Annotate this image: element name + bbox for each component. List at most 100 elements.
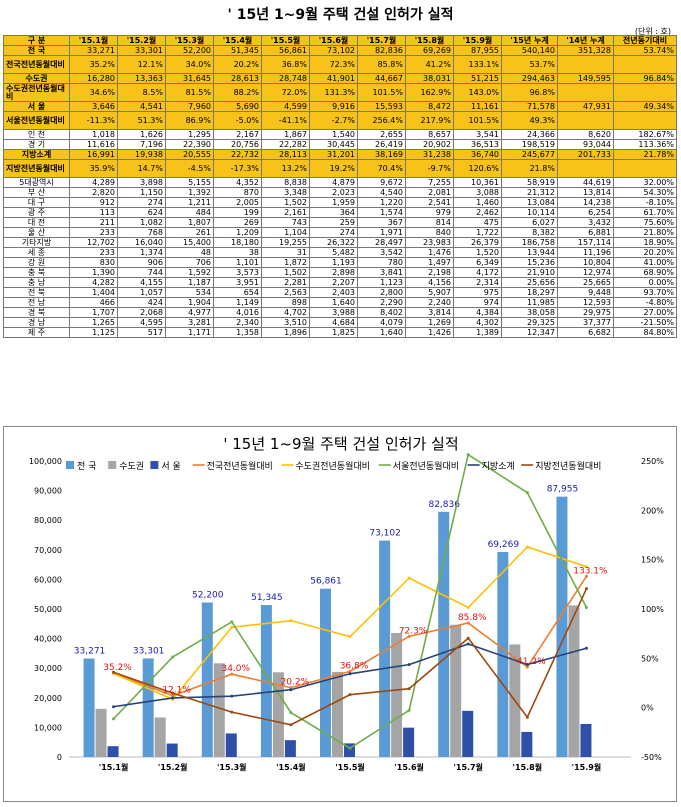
table-row: 서 울 3,646 4,541 7,960 5,690 4,599 9,916 15,593 8… bbox=[3, 101, 677, 112]
line-point-1 bbox=[230, 625, 234, 629]
line-point-0 bbox=[584, 574, 588, 578]
line-point-2 bbox=[171, 655, 175, 659]
table-cell: 13.2% bbox=[261, 159, 310, 178]
table-row: 전국전년동월대비 35.2% 12.1% 34.0% 20.2% 36.8% 72.3% 85… bbox=[3, 55, 677, 74]
table-cell: 2,161 bbox=[261, 207, 310, 218]
table-cell: 22,732 bbox=[213, 149, 262, 160]
line-point-3 bbox=[289, 688, 293, 692]
table-cell: -8.10% bbox=[613, 197, 677, 208]
column-header: 구 분 bbox=[3, 35, 70, 46]
table-cell: 31,201 bbox=[309, 149, 358, 160]
row-label: 대 전 bbox=[3, 217, 70, 228]
bar-0 bbox=[201, 602, 213, 757]
data-table: 구 분 '15.1월 '15.2월 '15.3월 '15.4월 '15.5월 '15.6월 '… bbox=[3, 35, 677, 338]
line-point-2 bbox=[230, 620, 234, 624]
table-cell: 1,460 bbox=[453, 197, 502, 208]
row-label: 전국전년동월대비 bbox=[3, 55, 70, 74]
line-point-3 bbox=[584, 646, 588, 650]
table-cell: 840 bbox=[405, 227, 454, 238]
table-cell: 1,959 bbox=[309, 197, 358, 208]
table-cell: 743 bbox=[261, 217, 310, 228]
table-cell bbox=[613, 55, 677, 74]
table-cell bbox=[557, 83, 614, 102]
table-cell: 1,209 bbox=[213, 227, 262, 238]
table-cell: 3,541 bbox=[453, 129, 502, 140]
table-cell: -2.7% bbox=[309, 111, 358, 130]
bar-0 bbox=[320, 588, 331, 757]
table-cell: 274 bbox=[309, 227, 358, 238]
table-cell: 256.4% bbox=[357, 111, 406, 130]
table-cell: 1,640 bbox=[357, 327, 406, 338]
line-point-4 bbox=[230, 710, 234, 714]
table-cell: 12,593 bbox=[557, 297, 614, 308]
y-tick-label: 50,000 bbox=[34, 605, 62, 614]
x-tick-label: '15.5월 bbox=[335, 762, 365, 772]
row-label: 울 산 bbox=[3, 227, 70, 238]
line-data-label: 12.1% bbox=[162, 686, 191, 696]
table-cell: 4,541 bbox=[117, 101, 166, 112]
table-cell: 54.30% bbox=[613, 187, 677, 198]
table-cell: 534 bbox=[165, 287, 214, 298]
table-cell: 33,301 bbox=[117, 45, 166, 56]
table-cell: 1,390 bbox=[69, 267, 118, 278]
line-data-label: 20.2% bbox=[281, 678, 310, 688]
table-cell: 186,758 bbox=[501, 237, 558, 248]
table-cell: 2,800 bbox=[357, 287, 406, 298]
table-cell: 36.8% bbox=[261, 55, 310, 74]
table-cell: -5.0% bbox=[213, 111, 262, 130]
legend-label: 전국전년동월대비 bbox=[207, 460, 273, 472]
table-cell: 1,502 bbox=[261, 267, 310, 278]
table-cell: 1,404 bbox=[69, 287, 118, 298]
table-cell: 86.9% bbox=[165, 111, 214, 130]
table-cell: 4,599 bbox=[261, 101, 310, 112]
table-cell: 3,573 bbox=[213, 267, 262, 278]
table-cell: 61.70% bbox=[613, 207, 677, 218]
table-cell: 4,684 bbox=[309, 317, 358, 328]
column-header: '15.7월 bbox=[357, 35, 406, 46]
table-cell: 13,363 bbox=[117, 73, 166, 84]
table-cell: 35.9% bbox=[69, 159, 118, 178]
table-cell: 53.74% bbox=[613, 45, 677, 56]
table-cell: 20,555 bbox=[165, 149, 214, 160]
table-cell: 31,645 bbox=[165, 73, 214, 84]
table-row: 전 북 1,404 1,057 534 654 2,563 2,403 2,800 5,907 9… bbox=[3, 287, 677, 298]
table-cell: 14.7% bbox=[117, 159, 166, 178]
y-tick-label: 70,000 bbox=[34, 546, 62, 555]
chart-title: ' 15년 1~9월 주택 건설 인허가 실적 bbox=[223, 435, 458, 453]
table-cell: 28,113 bbox=[261, 149, 310, 160]
table-cell: 4,079 bbox=[357, 317, 406, 328]
table-row: 충 남 4,282 4,155 1,187 3,951 2,281 2,207 1,123 4,… bbox=[3, 277, 677, 288]
table-cell: 1,101 bbox=[213, 257, 262, 268]
row-label: 제 주 bbox=[3, 327, 70, 338]
bar-data-label: 33,301 bbox=[133, 646, 165, 656]
line-point-1 bbox=[466, 606, 470, 610]
table-row: 수도권 16,280 13,363 31,645 28,613 28,748 41,901 4… bbox=[3, 73, 677, 84]
column-header: '15.2월 bbox=[117, 35, 166, 46]
line-point-0 bbox=[348, 669, 352, 673]
line-point-3 bbox=[466, 642, 470, 646]
table-cell: 2,314 bbox=[453, 277, 502, 288]
table-cell: 4,016 bbox=[213, 307, 262, 318]
line-point-3 bbox=[348, 672, 352, 676]
line-point-1 bbox=[289, 619, 293, 623]
table-cell: 38,058 bbox=[501, 307, 558, 318]
table-cell: 113 bbox=[69, 207, 118, 218]
bar-2 bbox=[580, 723, 592, 757]
row-label: 지방전년동월대비 bbox=[3, 159, 70, 178]
bar-data-label: 56,861 bbox=[310, 577, 342, 587]
table-cell: 1,265 bbox=[69, 317, 118, 328]
row-label: 충 북 bbox=[3, 267, 70, 278]
table-cell: 274 bbox=[117, 197, 166, 208]
y2-tick-label: 150% bbox=[641, 556, 664, 565]
table-cell: 82,836 bbox=[357, 45, 406, 56]
x-tick-label: '15.6월 bbox=[394, 762, 424, 772]
bar-data-label: 33,271 bbox=[74, 647, 106, 657]
column-header: '15.8월 bbox=[405, 35, 454, 46]
line-data-label: 133.1% bbox=[573, 566, 608, 576]
table-cell: 1,626 bbox=[117, 129, 166, 140]
table-cell: 2,068 bbox=[117, 307, 166, 318]
row-label: 세 종 bbox=[3, 247, 70, 258]
table-cell: 31,238 bbox=[405, 149, 454, 160]
y-tick-label: 40,000 bbox=[34, 635, 62, 644]
column-header: '15.1월 bbox=[69, 35, 118, 46]
